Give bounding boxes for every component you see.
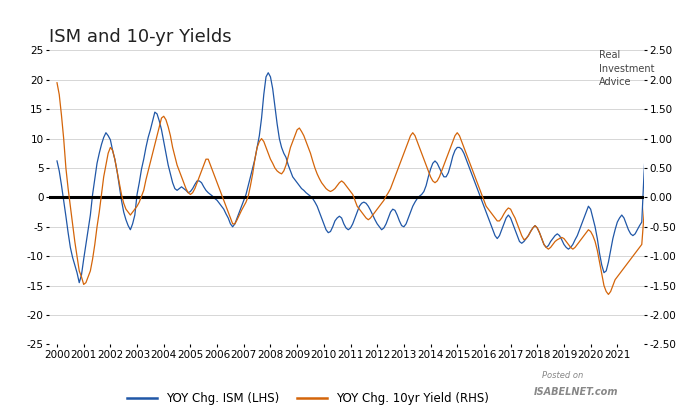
Text: Real
Investment
Advice: Real Investment Advice	[598, 50, 654, 87]
Text: ISABELNET.com: ISABELNET.com	[533, 387, 618, 397]
Text: ISM and 10-yr Yields: ISM and 10-yr Yields	[49, 28, 232, 46]
Legend: YOY Chg. ISM (LHS), YOY Chg. 10yr Yield (RHS): YOY Chg. ISM (LHS), YOY Chg. 10yr Yield …	[122, 388, 494, 410]
Text: Posted on: Posted on	[542, 371, 584, 380]
